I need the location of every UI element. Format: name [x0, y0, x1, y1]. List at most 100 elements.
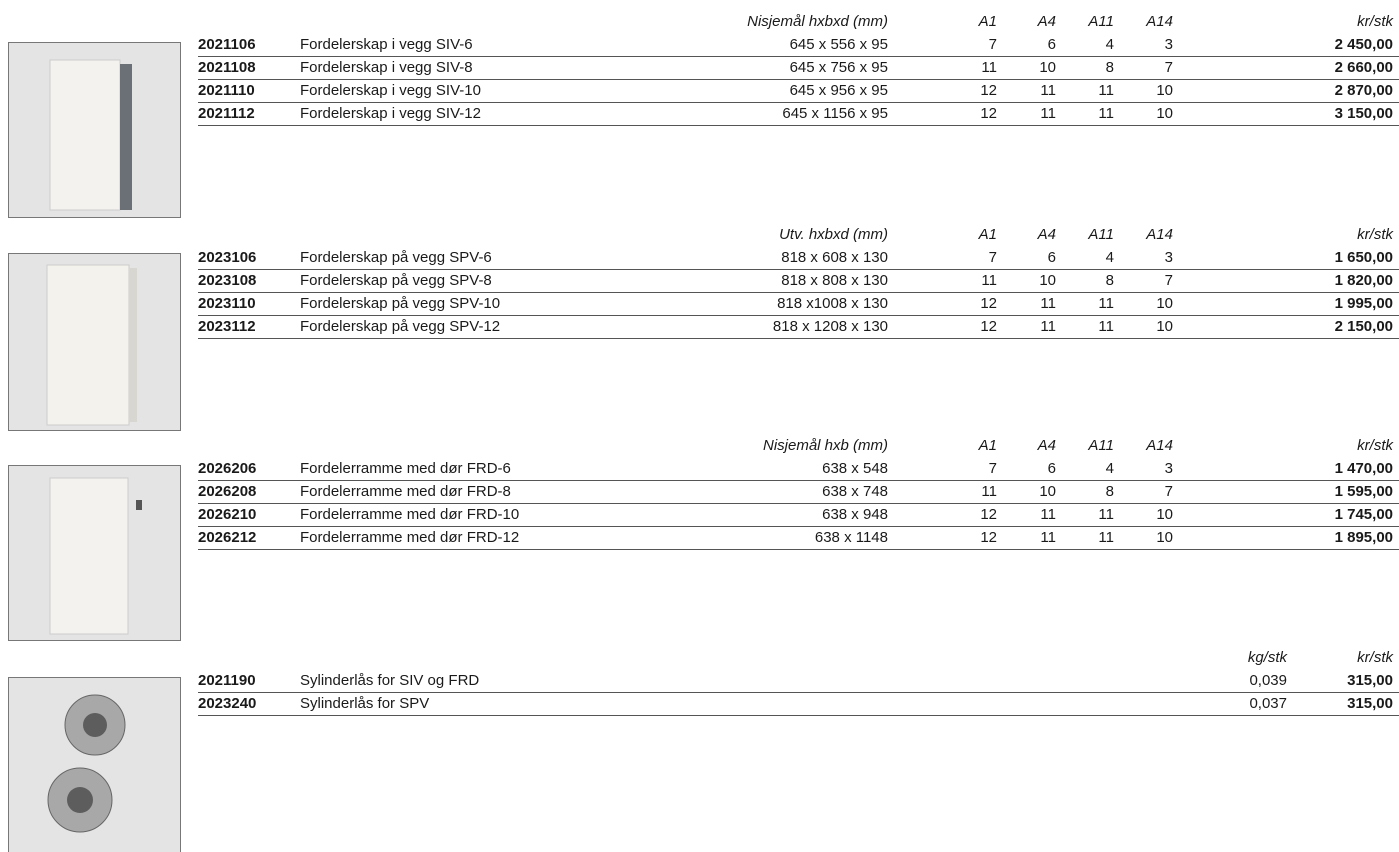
qty-a14: 7 [1165, 483, 1173, 500]
item-code: 2023106 [198, 249, 256, 266]
column-header: Nisjemål hxb (mm) [763, 437, 888, 454]
qty-a14: 10 [1156, 529, 1173, 546]
column-header: A14 [1145, 13, 1173, 30]
price: 1 745,00 [1335, 506, 1393, 523]
weight: 0,037 [1249, 695, 1287, 712]
dimensions: 818 x 1208 x 130 [773, 318, 888, 335]
dimensions: 818 x 808 x 130 [781, 272, 888, 289]
item-code: 2021190 [198, 672, 256, 689]
qty-a1: 7 [989, 460, 997, 477]
qty-a1: 11 [981, 483, 997, 500]
item-name: Fordelerskap i vegg SIV-6 [300, 36, 473, 53]
dimensions: 645 x 556 x 95 [790, 36, 888, 53]
column-header: A1 [978, 226, 997, 243]
item-code: 2026212 [198, 529, 256, 546]
column-header: A1 [978, 13, 997, 30]
qty-a11: 11 [1098, 318, 1114, 335]
item-name: Fordelerramme med dør FRD-12 [300, 529, 519, 546]
column-header: kr/stk [1357, 13, 1394, 30]
price: 1 595,00 [1335, 483, 1393, 500]
qty-a11: 8 [1106, 272, 1114, 289]
qty-a14: 10 [1156, 318, 1173, 335]
qty-a4: 10 [1039, 483, 1056, 500]
qty-a4: 11 [1040, 295, 1056, 312]
qty-a1: 12 [980, 529, 997, 546]
price: 1 470,00 [1335, 460, 1393, 477]
price: 1 820,00 [1335, 272, 1393, 289]
qty-a1: 12 [980, 506, 997, 523]
item-code: 2023112 [198, 318, 256, 335]
qty-a11: 11 [1098, 105, 1114, 122]
item-code: 2026206 [198, 460, 256, 477]
column-header: A4 [1037, 226, 1056, 243]
qty-a4: 6 [1048, 460, 1056, 477]
qty-a4: 11 [1040, 82, 1056, 99]
price: 2 150,00 [1335, 318, 1393, 335]
qty-a4: 11 [1040, 318, 1056, 335]
qty-a11: 4 [1106, 36, 1114, 53]
column-header: A14 [1145, 437, 1173, 454]
qty-a1: 12 [980, 82, 997, 99]
item-code: 2021110 [198, 82, 255, 99]
item-name: Fordelerramme med dør FRD-8 [300, 483, 511, 500]
qty-a14: 10 [1156, 82, 1173, 99]
column-header: A4 [1037, 13, 1056, 30]
price: 1 895,00 [1335, 529, 1393, 546]
dimensions: 645 x 756 x 95 [790, 59, 888, 76]
qty-a14: 3 [1165, 460, 1173, 477]
qty-a11: 11 [1098, 506, 1114, 523]
item-code: 2021112 [198, 105, 255, 122]
item-name: Fordelerramme med dør FRD-10 [300, 506, 519, 523]
qty-a1: 11 [981, 272, 997, 289]
qty-a14: 3 [1165, 249, 1173, 266]
item-name: Sylinderlås for SPV [300, 695, 429, 712]
item-code: 2023108 [198, 272, 256, 289]
item-code: 2021106 [198, 36, 256, 53]
price: 315,00 [1347, 672, 1393, 689]
qty-a1: 7 [989, 249, 997, 266]
qty-a4: 11 [1040, 529, 1056, 546]
qty-a1: 7 [989, 36, 997, 53]
item-name: Fordelerskap i vegg SIV-8 [300, 59, 473, 76]
dimensions: 638 x 1148 [815, 529, 888, 546]
item-code: 2023240 [198, 695, 256, 712]
column-header: kg/stk [1248, 649, 1289, 666]
product-image [8, 465, 181, 641]
qty-a11: 11 [1098, 82, 1114, 99]
weight: 0,039 [1249, 672, 1287, 689]
price: 1 650,00 [1335, 249, 1393, 266]
price: 3 150,00 [1335, 105, 1393, 122]
item-name: Fordelerskap på vegg SPV-8 [300, 272, 492, 289]
dimensions: 818 x1008 x 130 [777, 295, 888, 312]
dimensions: 645 x 1156 x 95 [782, 105, 888, 122]
qty-a11: 8 [1106, 483, 1114, 500]
qty-a4: 6 [1048, 249, 1056, 266]
dimensions: 638 x 748 [822, 483, 888, 500]
qty-a1: 12 [980, 318, 997, 335]
dimensions: 818 x 608 x 130 [781, 249, 888, 266]
column-header: A1 [978, 437, 997, 454]
column-header: A14 [1145, 226, 1173, 243]
item-name: Fordelerramme med dør FRD-6 [300, 460, 511, 477]
qty-a11: 4 [1106, 460, 1114, 477]
qty-a4: 10 [1039, 59, 1056, 76]
price: 315,00 [1347, 695, 1393, 712]
column-header: A11 [1087, 437, 1114, 454]
column-header: A4 [1037, 437, 1056, 454]
qty-a1: 11 [981, 59, 997, 76]
item-code: 2021108 [198, 59, 256, 76]
column-header: kr/stk [1357, 649, 1394, 666]
item-code: 2026208 [198, 483, 256, 500]
qty-a11: 4 [1106, 249, 1114, 266]
price: 1 995,00 [1335, 295, 1393, 312]
price: 2 870,00 [1335, 82, 1393, 99]
price: 2 660,00 [1335, 59, 1393, 76]
qty-a1: 12 [980, 105, 997, 122]
qty-a4: 11 [1040, 506, 1056, 523]
item-name: Fordelerskap på vegg SPV-10 [300, 295, 500, 312]
column-header: Utv. hxbxd (mm) [779, 226, 888, 243]
dimensions: 638 x 548 [822, 460, 888, 477]
qty-a14: 7 [1165, 272, 1173, 289]
qty-a11: 8 [1106, 59, 1114, 76]
